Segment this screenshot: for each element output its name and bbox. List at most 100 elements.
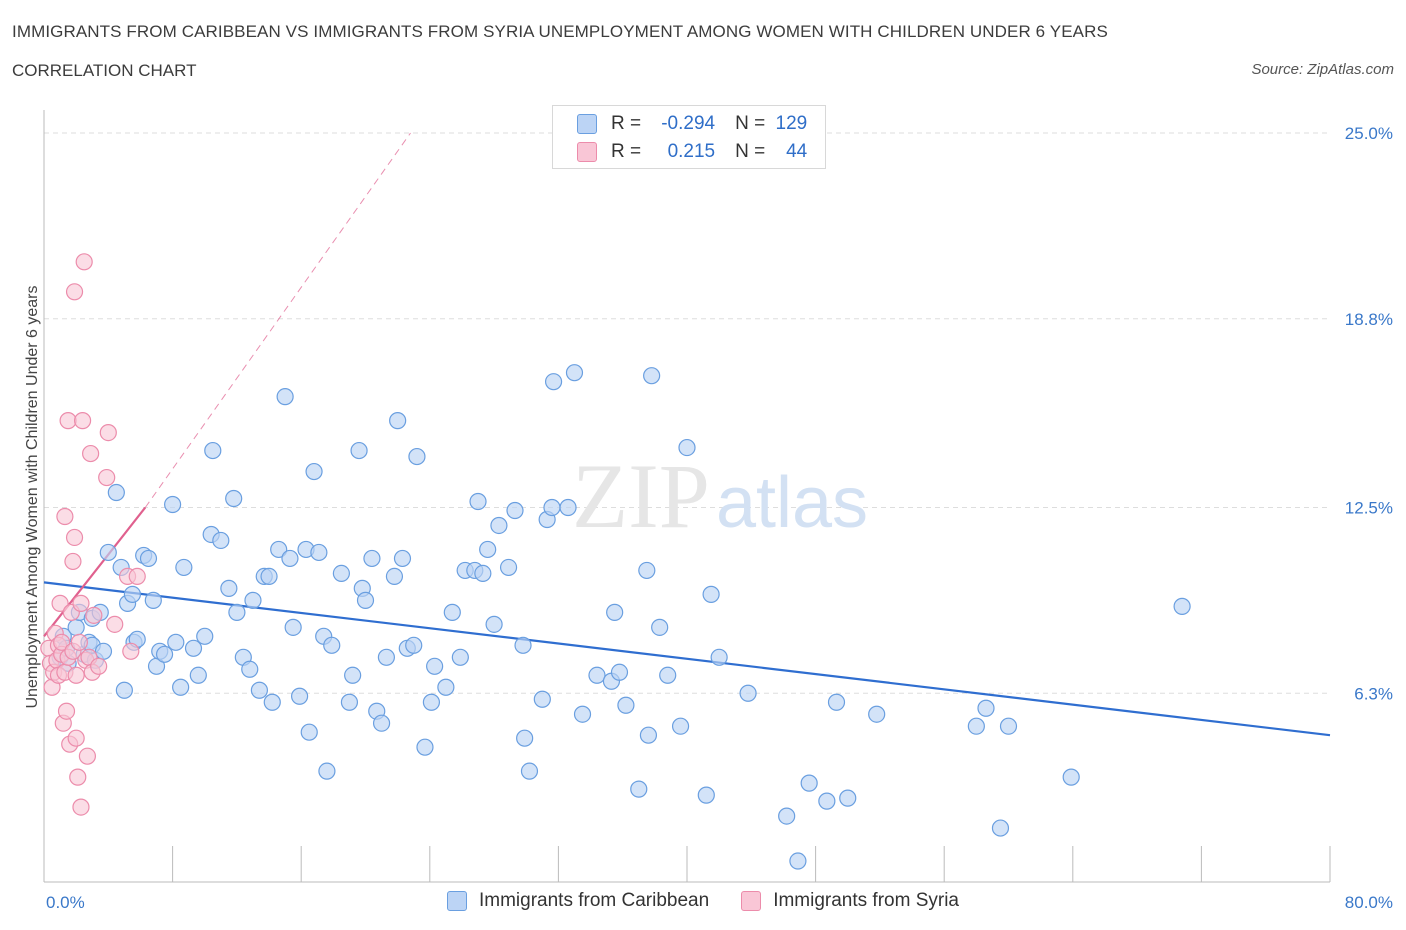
caribbean-point: [710, 648, 728, 666]
caribbean-point: [437, 678, 455, 696]
syria-point: [90, 657, 108, 675]
caribbean-point: [300, 723, 318, 741]
caribbean-point: [228, 603, 246, 621]
legend-item-caribbean: Immigrants from Caribbean: [446, 890, 710, 912]
n-label: N =: [735, 141, 766, 162]
caribbean-point: [99, 543, 117, 562]
caribbean-point: [356, 591, 375, 609]
caribbean-point: [630, 780, 648, 798]
syria-point: [64, 552, 82, 571]
caribbean-point: [617, 696, 635, 714]
caribbean-point: [533, 690, 551, 708]
r-label: R =: [611, 113, 642, 134]
caribbean-point: [244, 591, 262, 609]
syria-point: [128, 567, 146, 586]
syria-point: [82, 444, 100, 463]
watermark: ZIPatlas: [572, 445, 868, 547]
caribbean-point: [263, 693, 281, 711]
caribbean-point: [678, 438, 696, 457]
caribbean-point: [276, 388, 294, 406]
caribbean-point: [588, 666, 606, 684]
trend-lines: [43, 132, 1331, 737]
syria-point: [122, 642, 140, 660]
caribbean-point: [284, 618, 302, 636]
syria-point: [78, 747, 97, 765]
caribbean-point: [270, 540, 288, 559]
r-value: -0.294: [661, 113, 716, 134]
caribbean-point: [506, 501, 524, 520]
caribbean-point: [172, 678, 190, 696]
caribbean-point: [839, 789, 857, 807]
y-tick-label: 18.8%: [1345, 310, 1393, 329]
caribbean-point: [164, 495, 182, 514]
caribbean-point: [573, 705, 592, 723]
x-tick-label: 80.0%: [1345, 893, 1393, 912]
caribbean-point: [967, 717, 985, 735]
caribbean-point: [377, 648, 395, 666]
caribbean-point: [606, 603, 624, 621]
caribbean-point: [520, 762, 539, 780]
chart-title: IMMIGRANTS FROM CARIBBEAN VS IMMIGRANTS …: [12, 22, 1108, 41]
caribbean-point: [1062, 768, 1080, 786]
syria-point: [65, 528, 84, 547]
caribbean-point: [184, 639, 203, 657]
caribbean-point: [451, 648, 469, 666]
caribbean-point: [310, 543, 328, 562]
caribbean-point: [868, 705, 886, 723]
syria-point: [53, 633, 71, 651]
series-legend: Immigrants from Caribbean Immigrants fro…: [0, 890, 1406, 912]
tick-labels: 6.3% 12.5% 18.8% 25.0% 0.0% 80.0%: [46, 124, 1393, 912]
legend-label-syria: Immigrants from Syria: [773, 890, 959, 911]
caribbean-point: [94, 642, 113, 660]
caribbean-point: [422, 693, 441, 711]
caribbean-point: [250, 681, 269, 699]
caribbean-point: [702, 585, 720, 603]
r-value: 0.215: [667, 141, 716, 162]
caribbean-point: [405, 636, 423, 654]
syria-point: [75, 253, 93, 271]
caribbean-point: [416, 738, 434, 756]
caribbean-point: [204, 441, 222, 460]
caribbean-point: [778, 807, 796, 825]
caribbean-point: [789, 852, 807, 870]
legend-row-caribbean: R = -0.294 N = 129: [577, 111, 807, 137]
n-value: 44: [786, 141, 808, 162]
legend-label-caribbean: Immigrants from Caribbean: [478, 890, 710, 911]
caribbean-swatch: [446, 891, 467, 911]
caribbean-point: [196, 627, 214, 645]
caribbean-point: [697, 786, 715, 804]
syria-trend-line: [43, 506, 147, 638]
data-points: [40, 253, 1191, 870]
legend-row-syria: R = 0.215 N = 44: [577, 139, 807, 165]
caribbean-point: [241, 660, 259, 678]
chart-source: Source: ZipAtlas.com: [1251, 61, 1394, 78]
caribbean-point: [559, 498, 577, 517]
syria-swatch: [577, 142, 597, 162]
caribbean-point: [305, 462, 323, 481]
caribbean-point: [332, 564, 350, 583]
syria-point: [106, 615, 124, 633]
caribbean-point: [671, 717, 690, 735]
n-value: 129: [775, 113, 808, 134]
caribbean-point: [107, 483, 125, 502]
axes: [43, 110, 1331, 883]
caribbean-swatch: [577, 114, 597, 134]
caribbean-point: [408, 447, 426, 466]
caribbean-point: [638, 561, 656, 580]
caribbean-point: [123, 585, 142, 603]
caribbean-point: [318, 762, 336, 780]
caribbean-point: [225, 489, 243, 508]
caribbean-point: [393, 549, 412, 568]
caribbean-point: [340, 693, 359, 711]
caribbean-point: [565, 364, 584, 382]
n-label: N =: [735, 113, 766, 134]
legend-item-syria: Immigrants from Syria: [741, 890, 959, 912]
caribbean-point: [344, 666, 362, 684]
caribbean-point: [139, 549, 158, 568]
caribbean-point: [800, 774, 818, 792]
caribbean-point: [544, 373, 563, 391]
caribbean-point: [490, 516, 508, 535]
caribbean-point: [991, 819, 1010, 837]
caribbean-point: [827, 693, 846, 711]
caribbean-point: [643, 367, 661, 385]
